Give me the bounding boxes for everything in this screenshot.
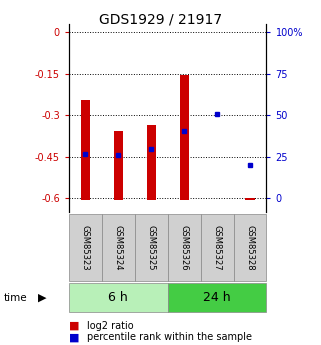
Bar	[114, 131, 123, 200]
Bar	[81, 100, 90, 200]
Bar	[179, 75, 189, 200]
Text: ■: ■	[69, 321, 80, 331]
Text: GSM85325: GSM85325	[147, 225, 156, 270]
Text: GSM85323: GSM85323	[81, 225, 90, 270]
Text: GSM85326: GSM85326	[180, 225, 189, 270]
Bar	[147, 125, 156, 200]
Text: 6 h: 6 h	[108, 291, 128, 304]
Text: GSM85324: GSM85324	[114, 225, 123, 270]
Text: percentile rank within the sample: percentile rank within the sample	[87, 333, 252, 342]
Text: GSM85328: GSM85328	[246, 225, 255, 270]
Text: log2 ratio: log2 ratio	[87, 321, 133, 331]
Text: GSM85327: GSM85327	[213, 225, 221, 270]
Text: GDS1929 / 21917: GDS1929 / 21917	[99, 12, 222, 26]
Text: ■: ■	[69, 333, 80, 342]
Bar	[245, 198, 255, 200]
Text: 24 h: 24 h	[203, 291, 231, 304]
Text: time: time	[3, 293, 27, 303]
Text: ▶: ▶	[38, 293, 46, 303]
